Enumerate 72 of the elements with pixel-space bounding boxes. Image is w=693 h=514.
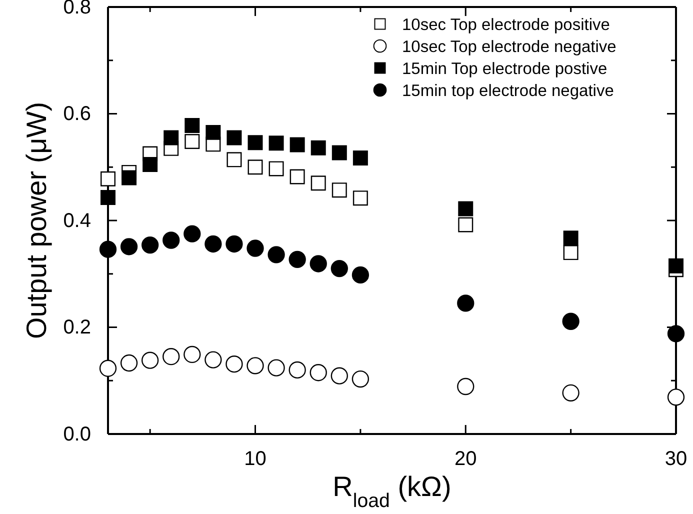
legend-label: 10sec Top electrode negative	[402, 38, 616, 56]
point	[268, 246, 285, 264]
point	[99, 240, 117, 258]
point	[226, 152, 242, 168]
point	[204, 235, 222, 253]
point	[226, 130, 242, 146]
point	[330, 260, 348, 278]
point	[310, 364, 327, 382]
point	[122, 170, 137, 186]
point	[246, 240, 264, 257]
point	[100, 171, 116, 186]
point	[248, 160, 263, 175]
point	[562, 312, 580, 330]
point	[352, 150, 368, 166]
legend-label: 15min Top electrode postive	[402, 60, 608, 78]
point	[563, 230, 578, 246]
y-tick-label: 0.0	[63, 423, 91, 446]
point	[332, 145, 347, 160]
point	[352, 266, 370, 284]
point	[562, 384, 580, 402]
point	[332, 182, 347, 198]
point	[458, 201, 474, 216]
point	[457, 294, 474, 312]
point	[457, 378, 474, 396]
point	[162, 348, 180, 366]
point	[310, 140, 326, 156]
legend-label: 10sec Top electrode positive	[402, 16, 610, 34]
point	[268, 161, 284, 176]
point	[667, 388, 685, 406]
point	[226, 235, 243, 253]
legend-label: 15min top electrode negative	[402, 82, 614, 100]
point	[288, 361, 306, 379]
point	[248, 135, 263, 150]
x-tick-label: 20	[454, 448, 477, 470]
y-tick-label: 0.6	[63, 103, 91, 126]
point	[310, 255, 327, 272]
point	[668, 258, 684, 274]
point	[310, 176, 326, 191]
point	[352, 190, 368, 206]
point	[141, 352, 159, 369]
point	[667, 325, 685, 342]
x-axis-title: R$_{load}$ (kΩ)	[332, 471, 452, 512]
point	[330, 367, 348, 384]
point	[184, 225, 201, 242]
point	[184, 134, 200, 149]
point	[290, 169, 305, 184]
x-tick-label: 10	[244, 448, 266, 470]
point	[226, 356, 243, 373]
point	[141, 236, 159, 254]
point	[164, 130, 179, 146]
point	[563, 245, 578, 260]
point	[184, 118, 200, 133]
point	[290, 137, 305, 152]
point	[162, 232, 180, 249]
point	[99, 360, 117, 377]
point	[458, 217, 474, 232]
point	[120, 354, 138, 372]
point	[100, 190, 116, 206]
y-tick-label: 0.4	[63, 210, 91, 232]
point	[142, 156, 158, 172]
point	[268, 359, 285, 376]
x-tick-label: 30	[664, 448, 688, 470]
point	[246, 357, 264, 374]
point	[206, 124, 221, 140]
point	[184, 346, 201, 364]
point	[288, 250, 306, 268]
y-axis-title: Output power (μW)	[21, 102, 52, 340]
point	[204, 351, 222, 368]
point	[268, 136, 284, 151]
point	[352, 370, 370, 388]
point	[120, 238, 138, 256]
y-tick-label: 0.2	[63, 316, 91, 339]
